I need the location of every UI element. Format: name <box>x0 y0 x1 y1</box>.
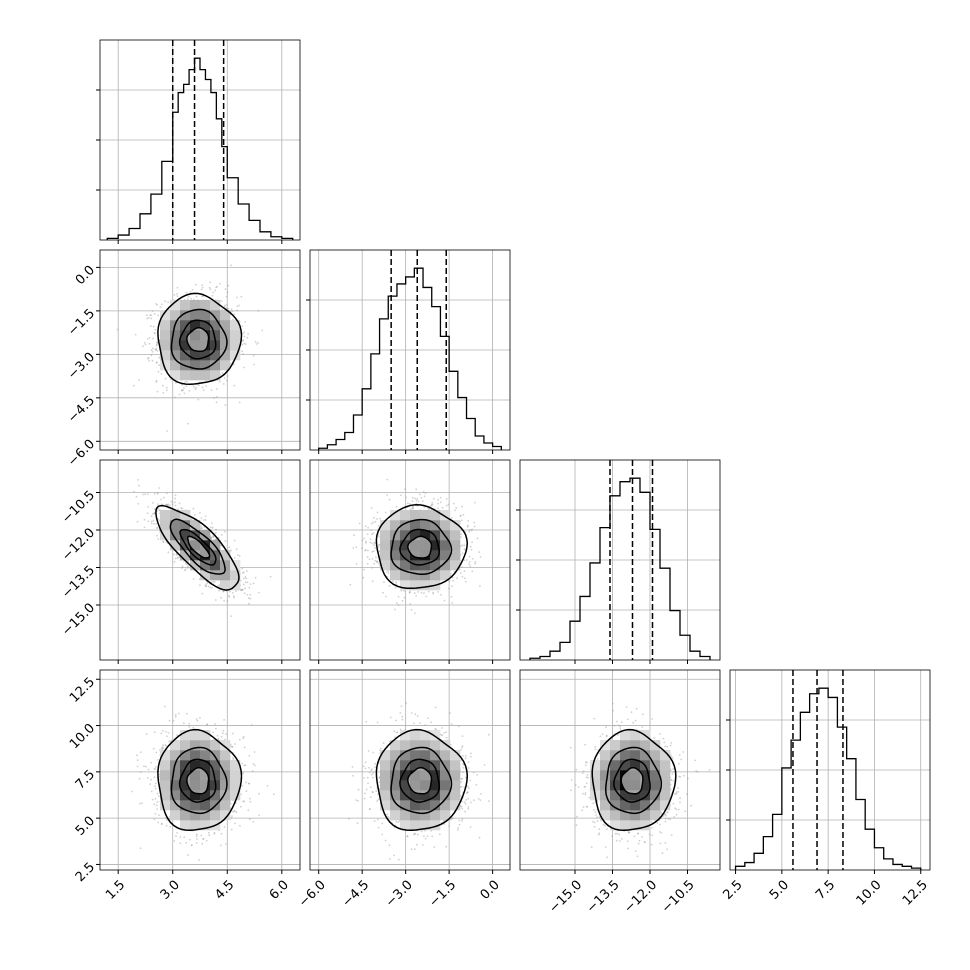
y-tick-label-3-4: 12.5 <box>67 675 98 706</box>
contour-level-1 <box>390 518 453 576</box>
y-tick-label-1-2: −3.0 <box>65 350 98 383</box>
scatter-panel-1-3 <box>309 669 511 871</box>
contour-level-1 <box>170 308 228 370</box>
x-tick-label-2-0: −15.0 <box>546 878 585 917</box>
panel-frame <box>729 669 931 871</box>
scatter-panel-0-1 <box>99 249 301 451</box>
contour-level-3 <box>186 535 211 559</box>
x-tick-label-0-3: 6.0 <box>267 878 292 903</box>
contour-level-2 <box>178 319 217 360</box>
x-tick-label-1-2: −3.0 <box>383 878 416 911</box>
contour-level-3 <box>407 766 433 795</box>
scatter-panel-0-2 <box>99 459 301 661</box>
y-tick-label-3-0: 2.5 <box>73 860 98 885</box>
histogram-step-2 <box>529 477 711 660</box>
contour-level-0 <box>375 503 469 590</box>
contour-level-3 <box>186 766 210 795</box>
contour-level-0 <box>591 728 677 831</box>
y-tick-label-1-3: −1.5 <box>65 306 98 339</box>
histogram-step-0 <box>106 57 294 240</box>
contour-level-2 <box>179 528 217 566</box>
panel-frame <box>309 669 511 871</box>
panel-frame <box>309 459 511 661</box>
y-tick-label-2-0: −15.0 <box>59 600 98 639</box>
panel-frame <box>519 669 721 871</box>
density-cells <box>160 300 241 381</box>
contour-level-3 <box>186 326 210 353</box>
histogram-step-1 <box>318 267 502 450</box>
scatter-panel-0-3 <box>99 669 301 871</box>
y-tick-label-1-1: −4.5 <box>65 393 98 426</box>
scatter-panel-1-2 <box>309 459 511 661</box>
contour-level-1 <box>169 518 226 575</box>
y-tick-label-3-2: 7.5 <box>73 767 98 792</box>
contour-level-1 <box>390 746 453 815</box>
y-tick-label-2-3: −10.5 <box>59 488 98 527</box>
y-tick-label-2-2: −12.0 <box>59 525 98 564</box>
x-tick-label-2-3: −10.5 <box>659 878 698 917</box>
y-tick-label-3-3: 10.0 <box>67 721 98 752</box>
x-tick-label-3-0: 2.5 <box>721 878 746 903</box>
histogram-panel-3 <box>726 669 931 871</box>
contour-level-2 <box>399 528 440 566</box>
y-tick-label-3-1: 5.0 <box>73 814 98 839</box>
contour-level-3 <box>620 766 644 795</box>
x-tick-label-3-1: 5.0 <box>767 878 792 903</box>
y-tick-label-1-0: −6.0 <box>65 437 98 470</box>
x-tick-label-1-1: −4.5 <box>339 878 372 911</box>
scatter-panel-2-3 <box>519 669 721 871</box>
panel-frame <box>99 39 301 241</box>
contour-level-0 <box>157 292 243 385</box>
x-tick-label-2-2: −12.0 <box>621 878 660 917</box>
y-tick-label-2-1: −13.5 <box>59 563 98 602</box>
contour-level-0 <box>155 504 240 591</box>
contour-level-0 <box>375 728 469 831</box>
contour-level-2 <box>613 758 651 803</box>
x-tick-label-3-3: 10.0 <box>854 878 885 909</box>
x-tick-label-0-0: 1.5 <box>103 878 128 903</box>
contour-level-0 <box>157 728 243 831</box>
contour-level-2 <box>399 758 440 803</box>
histogram-panel-2 <box>516 459 721 661</box>
panel-frame <box>519 459 721 661</box>
contour-level-2 <box>178 758 217 803</box>
panel-frame <box>99 669 301 871</box>
y-tick-label-1-4: 0.0 <box>73 263 98 288</box>
histogram-panel-1 <box>306 249 511 451</box>
panel-frame <box>309 249 511 451</box>
x-tick-label-3-4: 12.5 <box>900 878 931 909</box>
contour-level-3 <box>407 535 433 559</box>
panel-frame <box>99 459 301 661</box>
x-tick-label-3-2: 7.5 <box>813 878 838 903</box>
contour-level-1 <box>605 746 663 815</box>
x-tick-label-1-3: −1.5 <box>426 878 459 911</box>
x-tick-label-2-1: −13.5 <box>584 878 623 917</box>
contour-level-1 <box>170 746 228 815</box>
density-cells <box>160 730 241 831</box>
x-tick-label-0-1: 3.0 <box>158 878 183 903</box>
x-tick-label-0-2: 4.5 <box>212 878 237 903</box>
histogram-panel-0 <box>96 39 301 241</box>
x-tick-label-1-4: 0.0 <box>478 878 503 903</box>
histogram-step-3 <box>734 687 922 870</box>
panel-frame <box>99 249 301 451</box>
x-tick-label-1-0: −6.0 <box>296 878 329 911</box>
